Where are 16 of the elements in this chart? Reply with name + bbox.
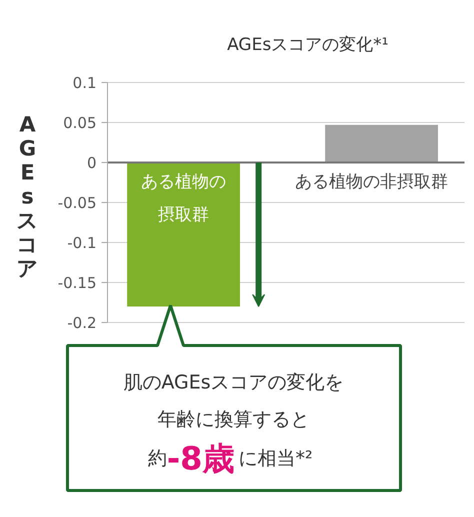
y-tick-label: -0.2 (67, 314, 97, 332)
y-tick-label: -0.05 (58, 194, 97, 212)
y-tick-label: -0.1 (67, 234, 97, 252)
text: 年齢に換算すると (158, 408, 310, 430)
y-tick-label: 0 (86, 154, 97, 172)
x-tick-label: ある植物の摂取群 (141, 172, 226, 225)
y-axis-title: AGEsスコア (16, 112, 38, 280)
text: に相当*² (238, 448, 313, 470)
text: -8歳 (166, 440, 234, 478)
y-tick-label: 0.1 (72, 74, 97, 92)
x-tick-label: ある植物の非摂取群 (295, 172, 448, 192)
chart-title: AGEsスコアの変化*¹ (227, 35, 389, 55)
y-tick-label: -0.15 (58, 274, 97, 292)
y-tick-label: 0.05 (63, 114, 97, 132)
text: 肌のAGEsスコアの変化を (123, 372, 344, 394)
text: 約 (148, 448, 167, 470)
